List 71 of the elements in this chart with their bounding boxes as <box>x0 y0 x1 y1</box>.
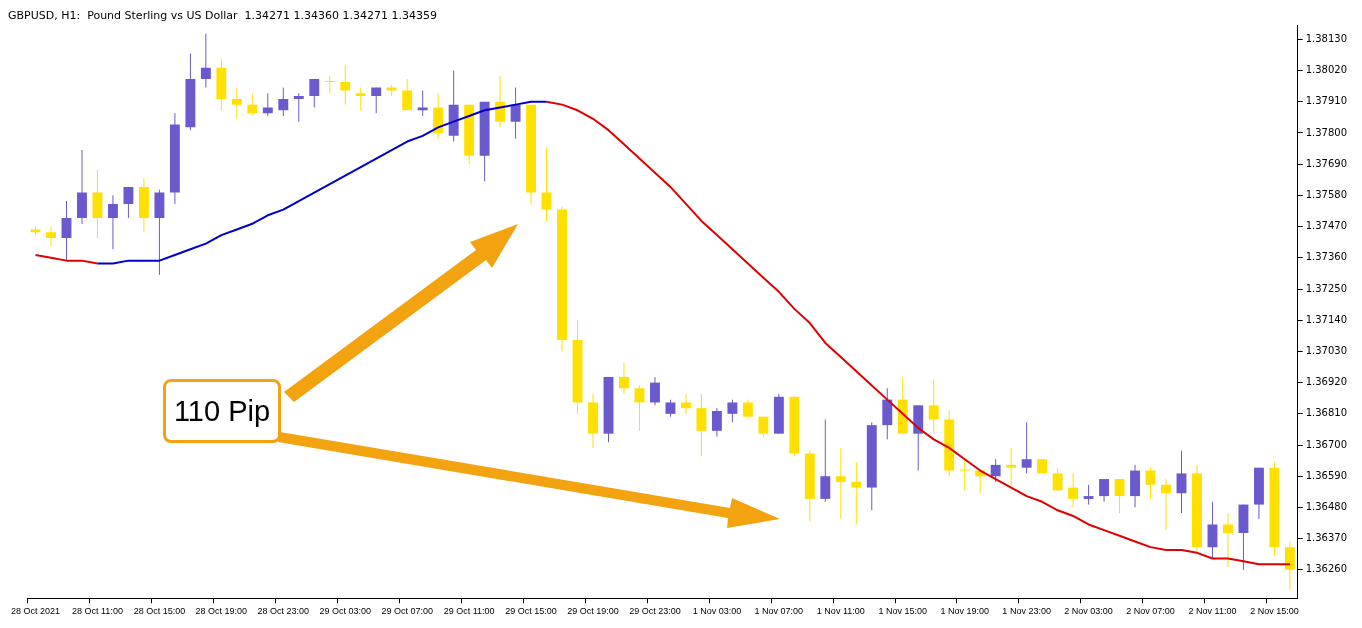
x-tick-label: 1 Nov 11:00 <box>816 606 865 617</box>
candlestick <box>1114 478 1125 514</box>
x-tick-label: 29 Oct 19:00 <box>567 606 619 617</box>
y-tick-label: 1.36260 <box>1305 563 1348 575</box>
x-tick-label: 29 Oct 07:00 <box>381 606 433 617</box>
candlestick <box>820 418 831 503</box>
y-tick-label: 1.36480 <box>1305 501 1348 513</box>
y-tick-label: 1.37030 <box>1305 345 1348 357</box>
candlestick <box>665 399 676 418</box>
x-tick-label: 29 Oct 11:00 <box>443 606 495 617</box>
candlestick <box>727 399 738 423</box>
y-tick-label: 1.37360 <box>1305 251 1348 263</box>
candlestick <box>231 87 242 120</box>
candlestick <box>835 447 846 520</box>
y-tick-label: 1.38020 <box>1305 64 1348 76</box>
y-tick-label: 1.37470 <box>1305 220 1348 232</box>
y-tick-label: 1.37690 <box>1305 157 1348 169</box>
candlestick <box>216 58 227 111</box>
candlestick <box>262 92 273 117</box>
candlestick <box>541 146 552 222</box>
x-tick-label: 2 Nov 07:00 <box>1126 606 1175 617</box>
candlestick <box>1083 484 1094 506</box>
candlestick <box>959 458 970 491</box>
x-tick-label: 29 Oct 03:00 <box>319 606 372 617</box>
y-tick-label: 1.38130 <box>1305 32 1348 44</box>
candlestick <box>851 461 862 525</box>
x-tick-label: 1 Nov 07:00 <box>754 606 804 617</box>
y-tick-label: 1.36590 <box>1305 469 1348 481</box>
candlestick <box>355 87 366 111</box>
x-tick-label: 2 Nov 15:00 <box>1250 606 1299 617</box>
y-tick-label: 1.37910 <box>1305 95 1348 107</box>
candlestick <box>402 78 413 111</box>
y-tick-label: 1.37140 <box>1305 313 1348 325</box>
candlestick <box>1269 461 1280 557</box>
x-tick-label: 29 Oct 15:00 <box>505 606 557 617</box>
candlestick <box>1021 421 1032 474</box>
x-tick-label: 28 Oct 2021 <box>10 606 61 617</box>
candlestick <box>866 421 877 511</box>
candlestick <box>789 396 800 457</box>
candlestick <box>1006 447 1017 486</box>
candlestick <box>804 450 815 523</box>
candlestick <box>123 186 134 219</box>
x-tick-label: 29 Oct 23:00 <box>629 606 681 617</box>
candlestick <box>1238 504 1249 571</box>
x-tick-label: 1 Nov 19:00 <box>940 606 989 617</box>
y-tick-label: 1.36920 <box>1305 376 1348 388</box>
candlestick <box>309 78 320 108</box>
y-tick-label: 1.36810 <box>1305 407 1348 419</box>
candlestick <box>324 75 335 94</box>
candlestick <box>293 92 304 123</box>
annotation: 110 Pip <box>163 379 281 443</box>
y-tick-label: 1.37800 <box>1305 126 1348 138</box>
y-tick-label: 1.36370 <box>1305 532 1348 544</box>
candlestick <box>1052 467 1063 491</box>
candlestick <box>185 53 196 131</box>
x-tick-label: 28 Oct 23:00 <box>257 606 310 617</box>
y-tick-label: 1.36700 <box>1305 438 1348 450</box>
x-tick-label: 2 Nov 11:00 <box>1188 606 1237 617</box>
x-tick-label: 1 Nov 15:00 <box>878 606 928 617</box>
x-tick-label: 1 Nov 23:00 <box>1002 606 1051 617</box>
y-tick-label: 1.37250 <box>1305 282 1348 294</box>
x-tick-label: 1 Nov 03:00 <box>692 606 742 617</box>
candlestick <box>758 416 769 438</box>
x-tick-label: 28 Oct 15:00 <box>133 606 186 617</box>
x-tick-label: 2 Nov 03:00 <box>1064 606 1113 617</box>
candlestick <box>696 393 707 457</box>
x-tick-label: 28 Oct 19:00 <box>195 606 248 617</box>
candlestick <box>417 89 428 117</box>
x-tick-label: 28 Oct 11:00 <box>72 606 123 617</box>
chart-title: GBPUSD, H1: Pound Sterling vs US Dollar 1.34271 1.34360 1.34271 1.34359 <box>8 9 437 23</box>
y-tick-label: 1.37580 <box>1305 188 1348 200</box>
